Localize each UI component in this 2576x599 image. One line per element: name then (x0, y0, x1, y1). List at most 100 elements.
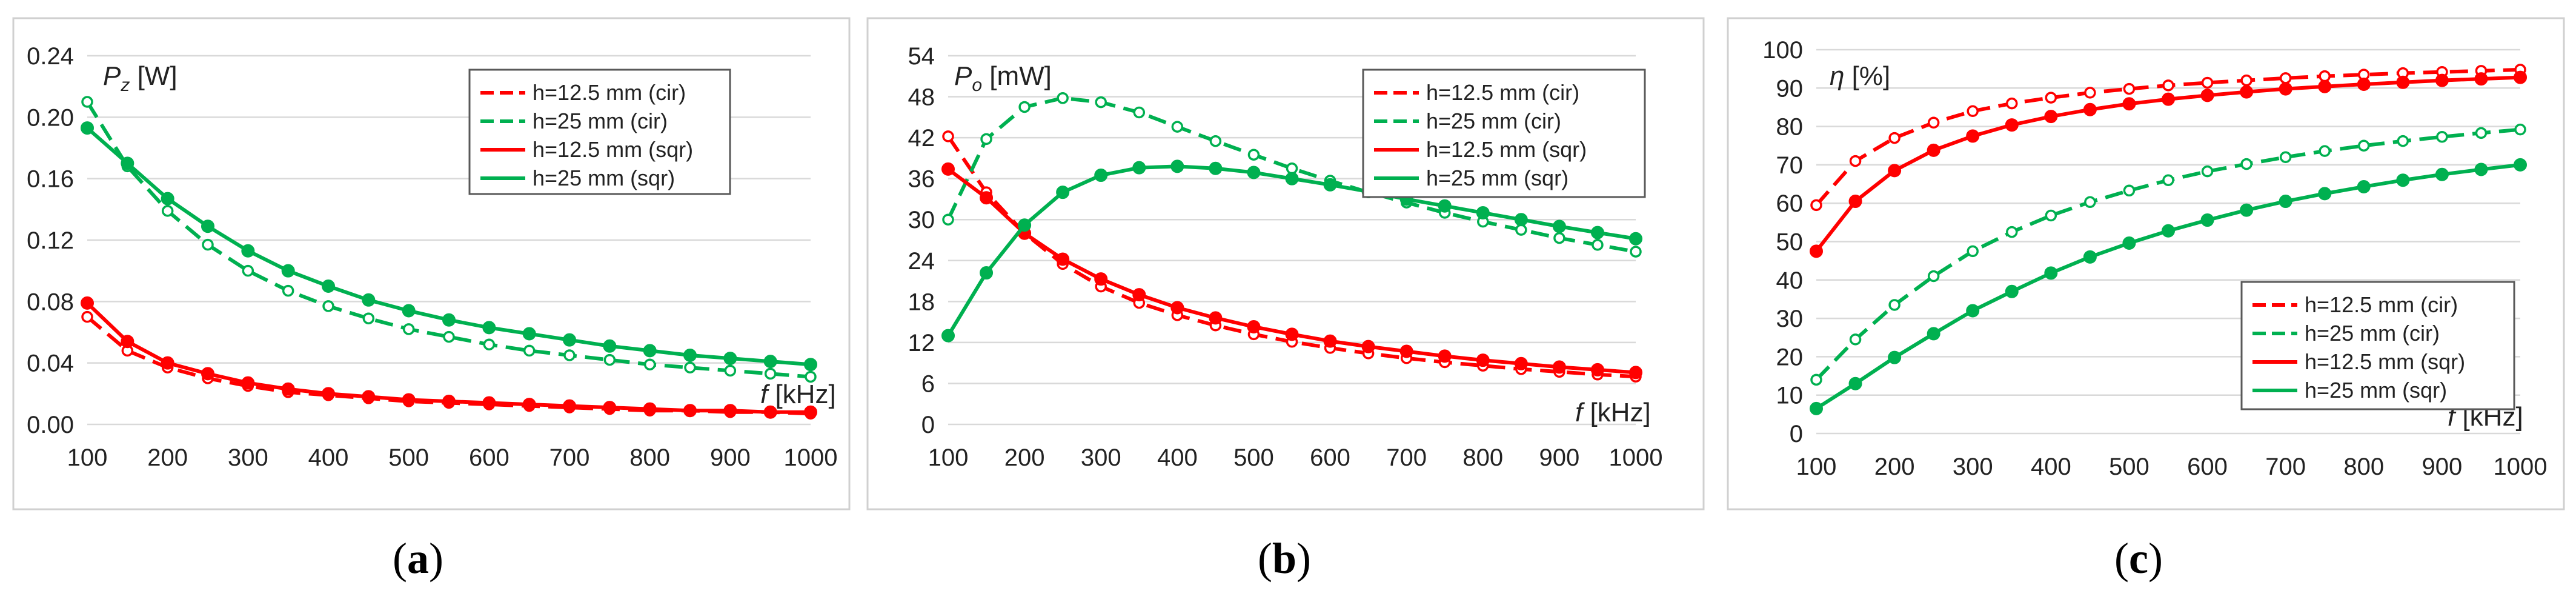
data-point (2319, 70, 2331, 82)
y-axis-title: Po [mW] (954, 61, 1052, 95)
data-point (81, 121, 94, 135)
data-point (2162, 224, 2175, 238)
data-point (322, 300, 334, 312)
data-point (1630, 246, 1642, 258)
legend-box (468, 69, 731, 195)
data-point (1133, 106, 1146, 119)
x-tick-label: 900 (1539, 444, 1580, 471)
x-tick-label: 100 (1796, 453, 1837, 480)
data-point (1094, 272, 1108, 286)
data-point (362, 390, 376, 404)
data-point (522, 327, 536, 341)
panel-caption: (a) (393, 534, 443, 583)
data-point (643, 344, 657, 358)
data-point (563, 399, 576, 413)
data-point (362, 312, 375, 324)
y-axis-title: η [%] (1830, 61, 1890, 91)
data-point (684, 361, 696, 374)
data-point (1629, 232, 1642, 246)
data-point (362, 293, 376, 307)
y-axis-symbol: P (954, 61, 972, 91)
data-point (2435, 167, 2449, 181)
data-point (1018, 218, 1032, 232)
panel-frame (1727, 17, 2565, 510)
y-tick-label: 0.04 (27, 350, 74, 377)
data-point (2044, 110, 2058, 124)
y-axis-unit: [W] (130, 61, 177, 91)
data-point (121, 156, 134, 170)
data-point (1285, 327, 1299, 341)
data-point (1399, 344, 1413, 358)
x-tick-label: 100 (67, 444, 108, 471)
data-point (2240, 74, 2252, 87)
data-point (1966, 304, 1980, 318)
data-point (1132, 288, 1146, 302)
data-point (81, 310, 93, 323)
data-point (81, 96, 93, 108)
x-tick-label: 800 (629, 444, 670, 471)
y-axis-unit: [mW] (982, 61, 1052, 91)
legend-box (1362, 69, 1646, 198)
legend: h=12.5 mm (cir) h=25 mm (cir) h=12.5 mm (s… (468, 69, 731, 195)
x-tick-label: 300 (1081, 444, 1121, 471)
data-point (1966, 129, 1980, 143)
x-tick-label: 800 (1462, 444, 1503, 471)
data-point (121, 335, 134, 349)
data-point (1209, 311, 1223, 325)
legend-entry: h=12.5 mm (sqr) (533, 137, 693, 162)
data-point (2279, 72, 2292, 84)
data-point (2357, 179, 2371, 193)
data-point (2514, 123, 2526, 136)
data-point (281, 264, 295, 278)
data-point (1018, 101, 1031, 113)
data-point (1170, 159, 1184, 173)
data-point (281, 382, 295, 396)
y-axis-unit: [%] (1844, 61, 1890, 91)
data-point (2201, 165, 2214, 178)
data-point (980, 191, 994, 205)
data-point (2200, 213, 2214, 227)
x-tick-label: 100 (928, 444, 969, 471)
x-tick-label: 600 (2187, 453, 2228, 480)
data-point (2240, 158, 2252, 170)
legend-entry: h=25 mm (cir) (533, 109, 668, 133)
data-point (723, 404, 737, 418)
data-point (443, 330, 455, 343)
caption-letter: a (407, 534, 429, 583)
data-point (2435, 73, 2449, 87)
x-tick-label: 200 (1874, 453, 1915, 480)
caption-close: ) (1296, 534, 1311, 583)
data-point (563, 333, 576, 347)
data-point (442, 395, 456, 408)
data-point (1056, 186, 1070, 199)
data-point (1323, 178, 1337, 192)
data-point (1553, 232, 1565, 244)
y-tick-label: 20 (1776, 344, 1804, 370)
data-point (980, 266, 994, 280)
data-point (1552, 219, 1566, 233)
data-point (402, 304, 416, 318)
chart-panel-b: 0 6 12 18 24 30 36 42 48 54 100 200 300 400 500 600 700 8… (866, 17, 1705, 583)
data-point (643, 358, 656, 370)
data-point (1095, 96, 1107, 109)
y-axis-symbol: η (1830, 61, 1844, 91)
data-point (1476, 353, 1490, 367)
data-point (201, 219, 214, 233)
data-point (2514, 70, 2527, 84)
data-point (942, 213, 954, 226)
data-point (1927, 270, 1940, 283)
data-point (522, 398, 536, 412)
caption-open: ( (2114, 534, 2129, 583)
y-tick-label: 18 (908, 289, 935, 315)
legend-entry: h=25 mm (cir) (2305, 321, 2440, 346)
data-point (1515, 224, 1527, 236)
x-tick-label: 400 (2031, 453, 2071, 480)
data-point (941, 162, 955, 176)
y-tick-label: 0 (1790, 421, 1803, 447)
data-point (643, 402, 657, 416)
x-tick-label: 700 (2265, 453, 2306, 480)
x-tick-label: 300 (228, 444, 268, 471)
data-point (1361, 340, 1375, 353)
x-tick-label: 700 (549, 444, 590, 471)
data-point (2084, 196, 2096, 209)
